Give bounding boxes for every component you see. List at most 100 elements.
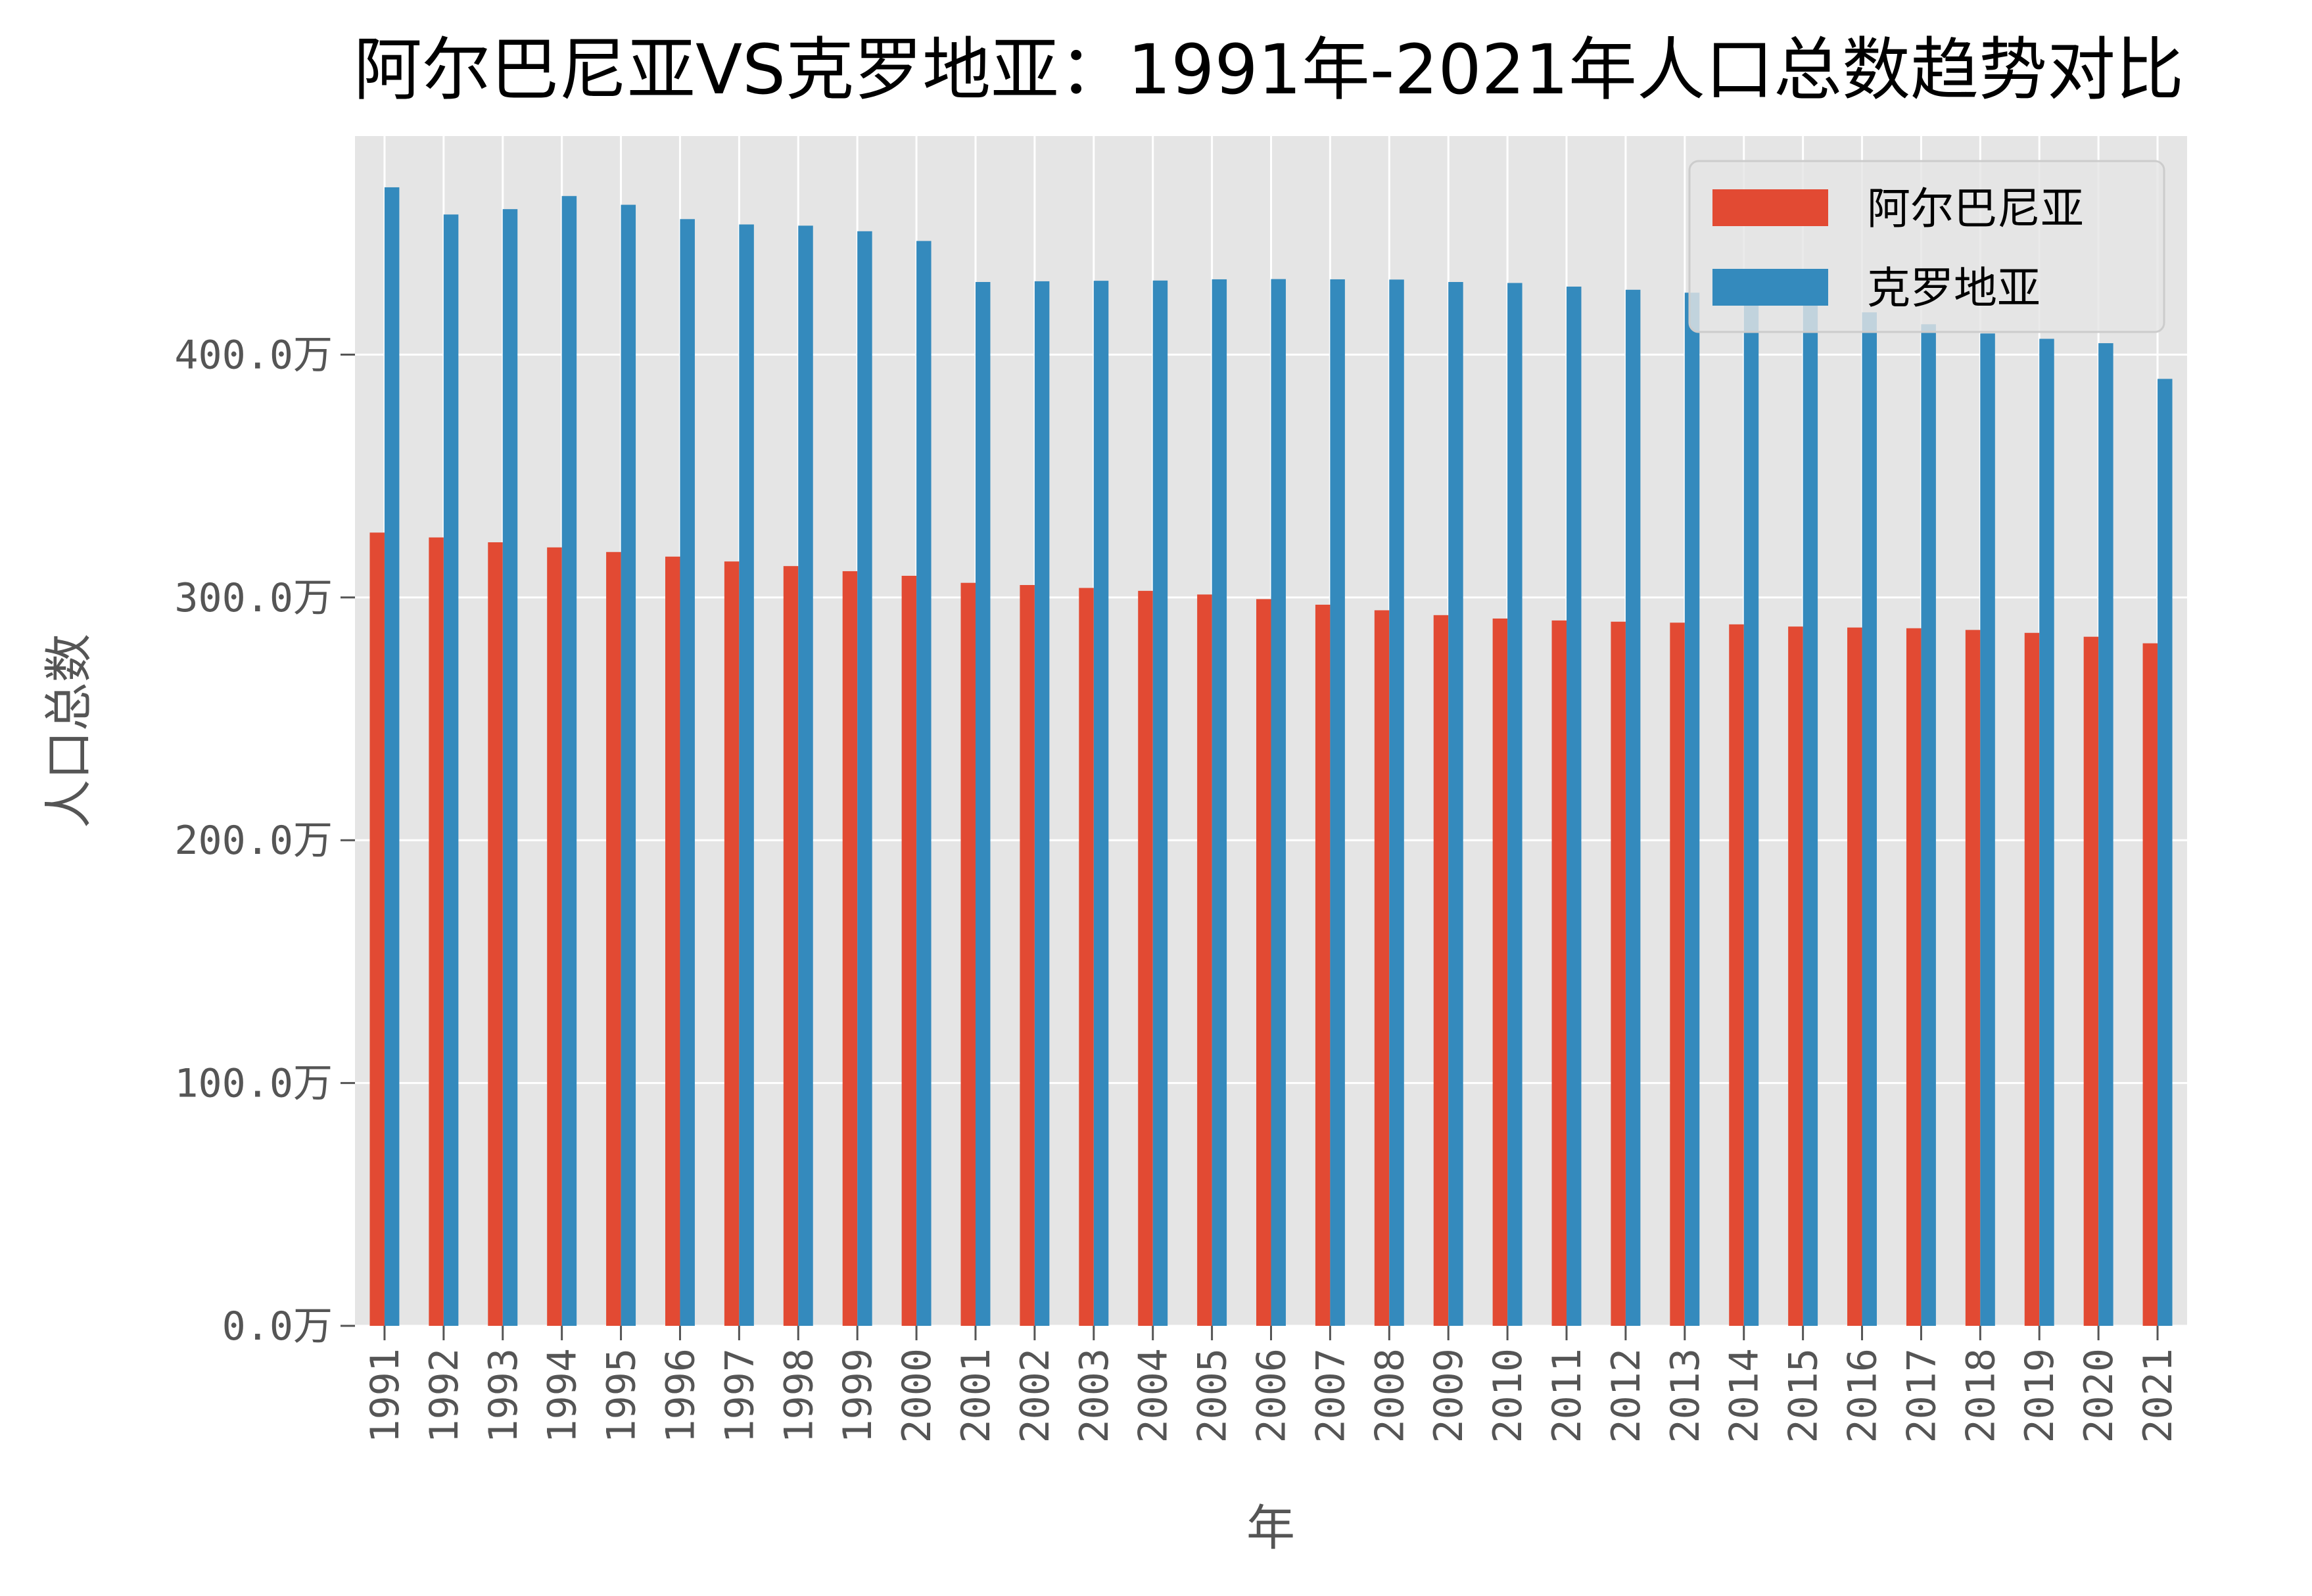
bar-albania-2011 [1551,620,1567,1326]
bar-croatia-1993 [502,209,518,1326]
bar-albania-2008 [1374,610,1390,1326]
legend-swatch-croatia [1712,269,1828,306]
legend: 阿尔巴尼亚 克罗地亚 [1688,160,2165,333]
bar-croatia-2016 [1862,312,1877,1326]
x-tick-label: 2019 [2017,1348,2063,1443]
x-tick-label: 2001 [953,1348,999,1443]
bar-croatia-2020 [2098,343,2113,1326]
legend-label-croatia: 克罗地亚 [1867,263,2041,314]
bar-croatia-2003 [1093,281,1109,1326]
bar-albania-2002 [1020,584,1035,1326]
bar-croatia-2019 [2039,339,2054,1326]
bar-croatia-1998 [798,225,813,1326]
x-tick-label: 2004 [1131,1348,1177,1443]
bar-croatia-1999 [857,231,872,1326]
bar-albania-2007 [1315,604,1331,1326]
chart-title: 阿尔巴尼亚VS克罗地亚：1991年-2021年人口总数趋势对比 [354,30,2184,110]
bar-albania-1997 [724,561,740,1326]
bar-albania-1994 [547,547,562,1326]
bar-croatia-2017 [1921,324,1936,1326]
bar-croatia-1997 [739,224,754,1326]
bar-croatia-1996 [680,219,695,1326]
bar-croatia-2001 [975,282,991,1326]
y-tick-label: 400.0万 [174,332,333,378]
x-tick-label: 1994 [540,1348,586,1443]
x-tick-label: 2002 [1012,1348,1058,1443]
x-tick-label: 2020 [2076,1348,2122,1443]
bar-croatia-1991 [384,187,400,1326]
legend-swatch-albania [1712,189,1828,226]
x-tick-label: 2018 [1958,1348,2004,1443]
bar-croatia-2006 [1271,279,1286,1326]
y-axis-label: 人口总数 [41,634,97,828]
x-tick-label: 2015 [1781,1348,1827,1443]
x-tick-label: 1991 [362,1348,408,1443]
bar-albania-1993 [488,542,503,1326]
bar-croatia-2018 [1980,333,1995,1326]
y-tick-label: 300.0万 [174,575,333,621]
bar-croatia-2005 [1212,279,1227,1326]
x-tick-label: 2013 [1663,1348,1709,1443]
x-tick-label: 2012 [1603,1348,1649,1443]
bar-albania-2010 [1492,618,1508,1326]
bar-albania-2018 [1965,630,1981,1326]
bar-albania-2000 [901,575,917,1326]
x-tick-label: 2011 [1544,1348,1590,1443]
bar-albania-2014 [1729,624,1744,1326]
bar-albania-2013 [1670,622,1685,1326]
bar-albania-2006 [1256,599,1271,1326]
bar-albania-2015 [1788,626,1803,1326]
y-axis: 0.0万 100.0万 200.0万 300.0万 400.0万 [174,332,355,1350]
bar-albania-1991 [369,532,385,1326]
bar-croatia-1992 [443,214,459,1326]
bar-croatia-2008 [1389,279,1404,1326]
bar-croatia-2015 [1803,305,1818,1326]
x-tick-label: 1996 [657,1348,703,1443]
bar-albania-2020 [2083,636,2099,1326]
x-tick-label: 2003 [1072,1348,1118,1443]
bar-albania-2016 [1847,627,1862,1326]
bar-croatia-2007 [1330,279,1345,1326]
bar-albania-2017 [1906,628,1922,1326]
x-tick-label: 2006 [1249,1348,1295,1443]
x-axis-label: 年 [1246,1500,1295,1557]
bar-albania-2019 [2024,632,2040,1326]
x-tick-label: 2014 [1722,1348,1768,1443]
bar-croatia-2012 [1625,289,1641,1326]
x-tick-label: 1992 [421,1348,467,1443]
bar-croatia-2004 [1152,280,1168,1326]
legend-label-albania: 阿尔巴尼亚 [1867,183,2084,234]
bar-croatia-1994 [561,196,577,1326]
bar-croatia-2011 [1567,287,1582,1326]
x-tick-label: 2007 [1308,1348,1354,1443]
x-axis: 1991 1992 1993 1994 1995 1996 1997 1998 1999 2000… [362,1326,2181,1443]
x-tick-label: 2010 [1485,1348,1531,1443]
bar-albania-1998 [783,566,799,1326]
bar-croatia-2014 [1743,296,1759,1326]
bar-albania-1999 [842,571,858,1326]
x-tick-label: 2008 [1367,1348,1413,1443]
x-tick-label: 1998 [776,1348,822,1443]
x-tick-label: 1997 [717,1348,763,1443]
x-tick-label: 2000 [894,1348,940,1443]
x-tick-label: 1995 [599,1348,645,1443]
bar-croatia-2010 [1507,283,1522,1326]
x-tick-label: 2005 [1190,1348,1236,1443]
bar-croatia-2013 [1684,293,1700,1326]
bars-group [369,187,2173,1326]
x-tick-label: 2009 [1426,1348,1472,1443]
bar-croatia-2002 [1034,281,1050,1326]
bar-albania-1995 [606,552,621,1326]
bar-albania-1992 [429,537,444,1326]
y-tick-label: 200.0万 [174,818,333,864]
bar-albania-2012 [1611,621,1626,1326]
y-tick-label: 0.0万 [222,1303,333,1350]
y-tick-label: 100.0万 [174,1061,333,1107]
x-tick-label: 2017 [1899,1348,1945,1443]
bar-croatia-2009 [1448,282,1463,1326]
x-tick-label: 1993 [481,1348,527,1443]
bar-albania-2009 [1433,615,1449,1326]
bar-croatia-2000 [916,241,932,1326]
bar-albania-2005 [1197,594,1212,1326]
